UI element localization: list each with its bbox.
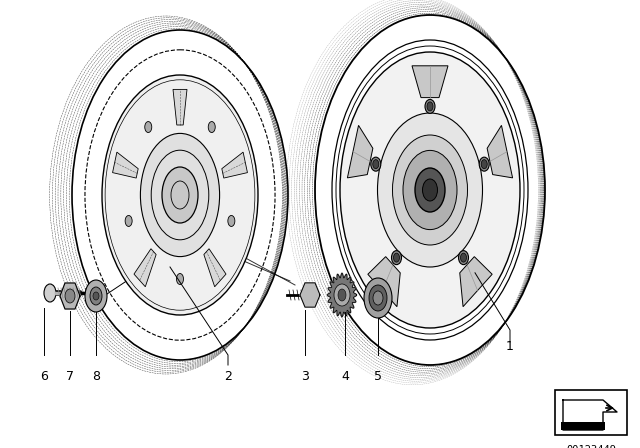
Polygon shape — [368, 257, 400, 307]
Ellipse shape — [162, 167, 198, 223]
Polygon shape — [173, 90, 187, 125]
Ellipse shape — [44, 284, 56, 302]
Ellipse shape — [481, 159, 487, 168]
Ellipse shape — [208, 121, 215, 133]
Ellipse shape — [102, 75, 258, 315]
Ellipse shape — [65, 289, 75, 303]
Text: 6: 6 — [40, 370, 48, 383]
Polygon shape — [353, 194, 374, 256]
Ellipse shape — [422, 179, 438, 201]
Ellipse shape — [369, 285, 387, 311]
Polygon shape — [134, 249, 156, 287]
Ellipse shape — [125, 215, 132, 226]
Polygon shape — [412, 66, 448, 98]
Ellipse shape — [415, 168, 445, 212]
Ellipse shape — [85, 280, 107, 312]
Text: 7: 7 — [66, 370, 74, 383]
Polygon shape — [113, 152, 138, 178]
Ellipse shape — [392, 250, 401, 265]
Text: 00123449: 00123449 — [566, 445, 616, 448]
Ellipse shape — [145, 121, 152, 133]
Polygon shape — [453, 80, 490, 129]
Polygon shape — [328, 273, 356, 317]
Polygon shape — [204, 249, 226, 287]
Bar — [555, 390, 627, 435]
Ellipse shape — [90, 287, 102, 305]
Polygon shape — [409, 285, 451, 307]
Ellipse shape — [338, 289, 346, 301]
Ellipse shape — [373, 291, 383, 305]
Polygon shape — [460, 257, 492, 307]
Ellipse shape — [140, 134, 220, 257]
Bar — [561, 422, 605, 430]
Polygon shape — [222, 152, 248, 178]
Polygon shape — [60, 283, 80, 309]
Polygon shape — [348, 125, 373, 178]
Text: 1: 1 — [506, 340, 514, 353]
Ellipse shape — [425, 99, 435, 113]
Polygon shape — [300, 283, 320, 307]
Ellipse shape — [372, 159, 379, 168]
Ellipse shape — [403, 151, 457, 229]
Polygon shape — [370, 80, 407, 129]
Text: 4: 4 — [341, 370, 349, 383]
Ellipse shape — [392, 135, 467, 245]
Text: 3: 3 — [301, 370, 309, 383]
Ellipse shape — [427, 102, 433, 111]
Ellipse shape — [378, 113, 483, 267]
Ellipse shape — [228, 215, 235, 226]
Text: 2: 2 — [224, 370, 232, 383]
Ellipse shape — [394, 253, 399, 262]
Text: 5: 5 — [374, 370, 382, 383]
Polygon shape — [486, 194, 506, 256]
Ellipse shape — [128, 93, 256, 297]
Ellipse shape — [364, 278, 392, 318]
Text: 8: 8 — [92, 370, 100, 383]
Polygon shape — [487, 125, 513, 178]
Ellipse shape — [461, 253, 467, 262]
Ellipse shape — [458, 250, 468, 265]
Polygon shape — [563, 400, 617, 430]
Ellipse shape — [177, 273, 184, 284]
Ellipse shape — [371, 157, 381, 171]
Ellipse shape — [479, 157, 489, 171]
Ellipse shape — [334, 284, 350, 306]
Ellipse shape — [340, 52, 520, 328]
Ellipse shape — [93, 292, 99, 300]
